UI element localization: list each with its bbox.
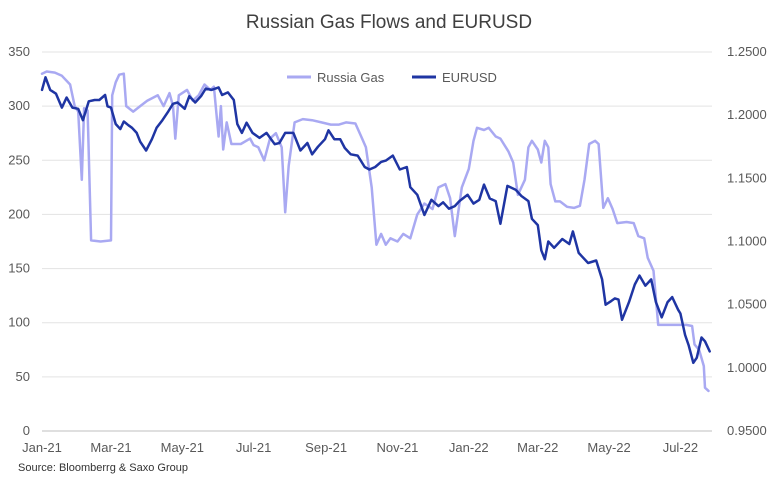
- y-left-tick-label: 50: [16, 369, 30, 384]
- y-right-tick-label: 1.2500: [727, 44, 767, 59]
- chart-title: Russian Gas Flows and EURUSD: [246, 12, 532, 33]
- legend: Russia Gas EURUSD: [287, 70, 497, 85]
- series-lines: [40, 70, 711, 393]
- y-left-tick-label: 200: [8, 206, 30, 221]
- y-left-tick-label: 150: [8, 261, 30, 276]
- x-tick-label: Jul-21: [236, 440, 271, 455]
- y-right-tick-label: 1.0000: [727, 360, 767, 375]
- axes: 0 50 100 150 200 250 300 350 0.9500 1.0000 1.0500 1…: [8, 44, 766, 455]
- x-tick-label: Jan-22: [449, 440, 489, 455]
- x-tick-label: Nov-21: [377, 440, 419, 455]
- y-right-tick-label: 0.9500: [727, 423, 767, 438]
- y-right-tick-label: 1.2000: [727, 107, 767, 122]
- y-left-tick-label: 250: [8, 152, 30, 167]
- source-note: Source: Bloomberrg & Saxo Group: [18, 462, 188, 474]
- y-right-tick-label: 1.0500: [727, 297, 767, 312]
- y-right-tick-label: 1.1500: [727, 170, 767, 185]
- y-left-tick-label: 0: [23, 423, 30, 438]
- x-tick-label: Mar-22: [517, 440, 558, 455]
- y-right-tick-label: 1.1000: [727, 234, 767, 249]
- x-tick-label: May-21: [161, 440, 204, 455]
- x-tick-label: Mar-21: [90, 440, 131, 455]
- x-tick-label: Jan-21: [22, 440, 62, 455]
- gridlines: [42, 51, 712, 432]
- legend-item: EURUSD: [412, 70, 497, 85]
- x-tick-label: Jul-22: [663, 440, 698, 455]
- y-left-tick-label: 100: [8, 315, 30, 330]
- legend-label: Russia Gas: [317, 70, 385, 85]
- y-left-tick-label: 300: [8, 98, 30, 113]
- x-tick-label: May-22: [587, 440, 630, 455]
- y-left-tick-label: 350: [8, 44, 30, 59]
- x-tick-label: Sep-21: [305, 440, 347, 455]
- series-line-eurusd: [40, 76, 711, 365]
- series-line-russia-gas: [40, 70, 710, 393]
- legend-label: EURUSD: [442, 70, 497, 85]
- legend-item: Russia Gas: [287, 70, 385, 85]
